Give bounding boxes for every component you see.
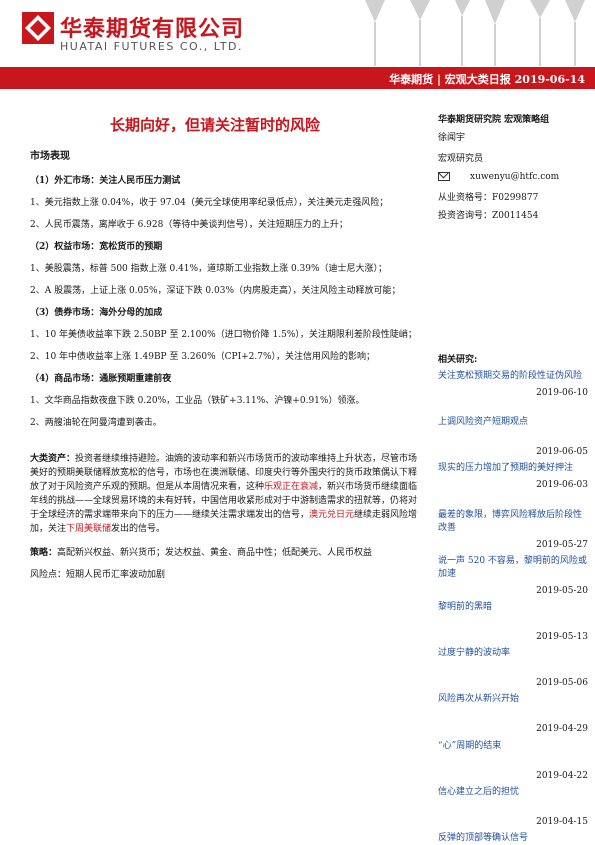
strategy-paragraph: 策略：高配新兴权益、新兴货币；发达权益、黄金、商品中性；低配美元、人民币权益	[30, 548, 373, 558]
related-item-date: 2019-05-06	[536, 678, 588, 689]
related-item-title[interactable]: 最差的象限，博弈风险释放后阶段性改善	[438, 509, 583, 533]
related-item-date: 2019-04-29	[536, 724, 588, 735]
section-market: 市场表现	[30, 151, 70, 162]
equity-heading: （2）权益市场：宽松货币的预期	[30, 242, 163, 252]
related-item-title[interactable]: 说一声 520 不容易，黎明前的风险或加速	[438, 555, 587, 579]
related-item-title[interactable]: 上调风险资产短期观点	[438, 417, 529, 428]
related-item-date: 2019-04-22	[536, 770, 588, 781]
company-logo-icon	[22, 12, 54, 44]
fx-item-2: 2、人民币震荡，离岸收于 6.928（等待中美谈判信号），关注短期压力的上升；	[30, 220, 348, 230]
related-item[interactable]: 黎明前的黑暗 2019-05-13	[438, 601, 588, 644]
bond-item-2: 2、10 年中债收益率上涨 1.49BP 至 3.260%（CPI+2.7%），…	[30, 352, 376, 362]
commodity-item-2: 2、两艘油轮在阿曼湾遭到袭击。	[30, 418, 162, 428]
related-item[interactable]: 信心建立之后的担忧 2019-04-15	[438, 786, 588, 829]
fx-item-1: 1、美元指数上涨 0.04%，收于 97.04（美元全球使用率纪录低点），关注美…	[30, 198, 389, 208]
analyst-role: 宏观研究员	[438, 154, 484, 164]
main-content: 市场表现 （1）外汇市场：关注人民币压力测试 1、美元指数上涨 0.04%，收于…	[30, 150, 418, 582]
related-item[interactable]: 过度宁静的波动率 2019-05-06	[438, 647, 588, 690]
analyst-email[interactable]: xuwenyu@htfc.com	[470, 172, 560, 182]
related-item[interactable]: 关注宽松预期交易的阶段性证伪风险 2019-06-10	[438, 370, 588, 400]
asset-highlight-2: 澳元兑日元	[309, 510, 355, 520]
company-name-en: HUATAI FUTURES CO., LTD.	[60, 40, 244, 53]
strategy-label: 策略：	[30, 548, 58, 558]
related-item[interactable]: 反弹的顶部等确认信号	[438, 832, 588, 845]
header-decoration	[365, 0, 585, 66]
analyst-name: 徐闻宇	[438, 133, 466, 143]
equity-item-1: 1、美股震荡，标普 500 指数上涨 0.41%，道琼斯工业指数上涨 0.39%…	[30, 264, 388, 274]
related-item[interactable]: 说一声 520 不容易，黎明前的风险或加速 2019-05-20	[438, 555, 588, 598]
risk-point: 风险点：短期人民币汇率波动加剧	[30, 570, 166, 580]
report-band-text: 华泰期货 | 宏观大类日报 2019-06-14	[389, 73, 585, 86]
related-item-title[interactable]: 风险再次从新兴开始	[438, 694, 520, 705]
report-title: 长期向好，但请关注暂时的风险	[109, 116, 320, 134]
related-item-title[interactable]: 黎明前的黑暗	[438, 602, 493, 612]
fx-heading: （1）外汇市场：关注人民币压力测试	[30, 176, 181, 186]
related-item-date: 2019-06-05	[536, 447, 588, 458]
related-item-title[interactable]: 关注宽松预期交易的阶段性证伪风险	[438, 371, 583, 381]
related-item-date: 2019-05-20	[536, 585, 588, 596]
email-icon	[438, 172, 450, 181]
related-item-title[interactable]: 信心建立之后的担忧	[438, 786, 520, 797]
qualification-no: 从业资格号：F0299877	[438, 193, 539, 203]
org-name: 华泰期货研究院 宏观策略组	[438, 115, 550, 125]
related-item-date: 2019-05-27	[536, 539, 588, 550]
related-item-title[interactable]: “心”周期的结束	[438, 740, 502, 751]
commodity-heading: （4）商品市场：通胀预期重建前夜	[30, 374, 172, 384]
header: 华泰期货有限公司 HUATAI FUTURES CO., LTD.	[0, 0, 595, 66]
related-item-date: 2019-05-13	[536, 632, 588, 642]
related-item[interactable]: 现实的压力增加了预期的美好押注 2019-06-03	[438, 462, 588, 492]
related-item-date: 2019-06-10	[536, 388, 588, 398]
asset-highlight-3: 下周美联储	[66, 524, 112, 534]
report-band: 华泰期货 | 宏观大类日报 2019-06-14	[0, 67, 595, 89]
related-research-title: 相关研究:	[438, 355, 478, 365]
related-item[interactable]: 风险再次从新兴开始 2019-04-29	[438, 693, 588, 736]
related-item[interactable]: 最差的象限，博弈风险释放后阶段性改善 2019-05-27	[438, 509, 588, 552]
asset-label: 大类资产：	[30, 454, 76, 464]
equity-item-2: 2、A 股震荡，上证上涨 0.05%，深证下跌 0.03%（内房股走高），关注风…	[30, 286, 401, 296]
bond-heading: （3）债券市场：海外分母的加成	[30, 308, 163, 318]
related-item-title[interactable]: 过度宁静的波动率	[438, 648, 511, 659]
bond-item-1: 1、10 年美债收益率下跌 2.50BP 至 2.100%（进口物价降 1.5%…	[30, 330, 417, 340]
related-item-date: 2019-04-15	[536, 816, 588, 827]
asset-highlight-1: 乐观正在衰减	[264, 482, 319, 492]
consult-no: 投资咨询号：Z0011454	[438, 211, 539, 221]
related-item-title[interactable]: 反弹的顶部等确认信号	[438, 833, 529, 843]
related-item-date: 2019-06-03	[536, 480, 588, 491]
asset-paragraph: 大类资产：投资者继续维持避险。油熵的波动率和新兴市场货币的波动率维持上升状态，尽…	[30, 454, 418, 534]
commodity-item-1: 1、文华商品指数夜盘下跌 0.20%，工业品（铁矿+3.11%、沪镍+0.91%…	[30, 396, 365, 406]
related-item[interactable]: “心”周期的结束 2019-04-22	[438, 740, 588, 783]
analyst-sidebar: 华泰期货研究院 宏观策略组 徐闻宇 宏观研究员 xuwenyu@htfc.com…	[438, 112, 583, 226]
related-item[interactable]: 上调风险资产短期观点 2019-06-05	[438, 416, 588, 459]
related-item-title[interactable]: 现实的压力增加了预期的美好押注	[438, 463, 574, 474]
company-name-cn: 华泰期货有限公司	[60, 17, 245, 42]
